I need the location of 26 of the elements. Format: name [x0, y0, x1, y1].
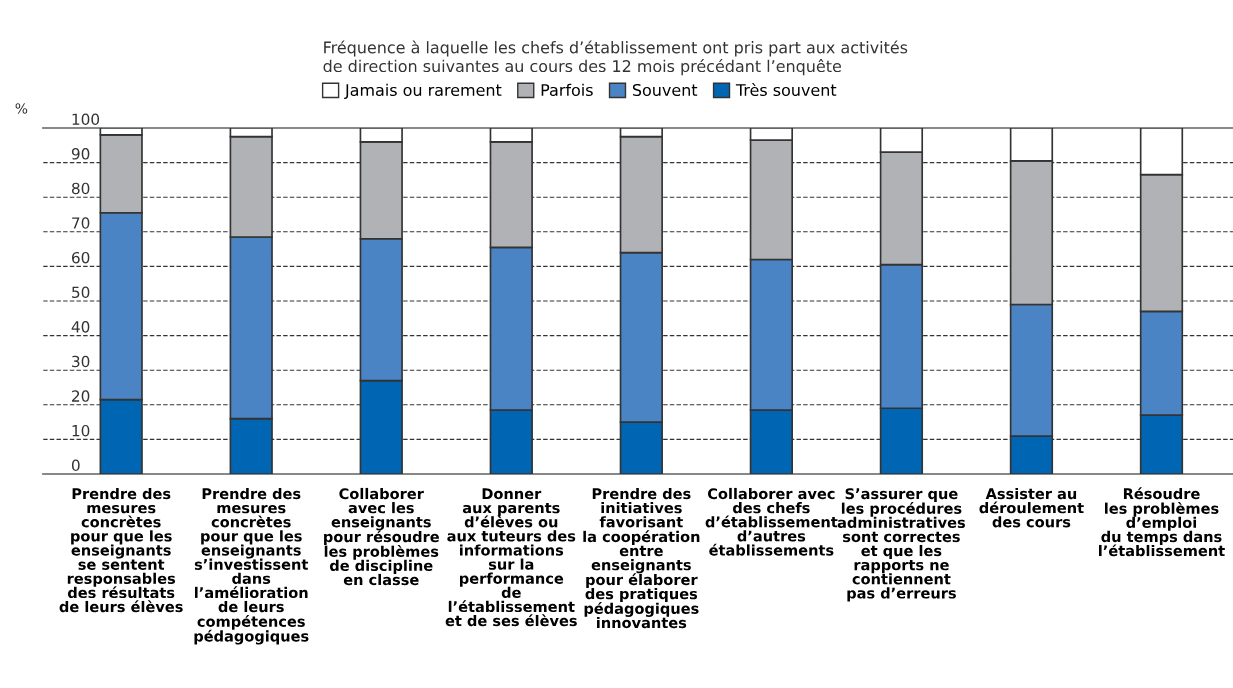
y-tick-label: 60 [72, 251, 90, 264]
category-label: Donner aux parents d’élèves ou aux tuteurs des informations sur la performance de l’établissement et de ses élèves [445, 488, 577, 627]
y-tick-label: 10 [72, 424, 90, 437]
y-tick-label: 40 [71, 321, 90, 333]
y-tick-label: 20 [72, 390, 90, 402]
y-tick-label: 90 [71, 148, 90, 160]
legend-label: Très souvent [735, 83, 837, 97]
legend-title: Fréquence à laquelle les chefs d’établissement ont pris part aux activités de direction suivantes au cours des 12 mois précédant l’enquête [323, 40, 908, 76]
category-label: Prendre des mesures concrètes pour que les enseignants s’investissent dans l’amélioration de leurs compétences pédagogiques [194, 487, 309, 645]
y-tick-label: 0 [71, 459, 80, 472]
legend-label: Souvent [632, 83, 698, 97]
y-axis-title: % [15, 103, 28, 114]
category-label: Prendre des initiatives favorisant la coopération entre enseignants pour élaborer des pratiques pédagogiques innovantes [583, 487, 700, 629]
y-tick-label: 100 [72, 113, 100, 126]
x-tick-label: Collaborer avec les enseignants pour résoudre les problèmes de discipline en classe [324, 487, 439, 586]
category-label: Prendre des mesures concrètes pour que les enseignants se sentent responsables des résultats de leurs élèves [59, 487, 183, 613]
x-tick-label: Collaborer avec des chefs d’établissement d’autres établissements [705, 487, 838, 556]
y-tick-label: 50 [72, 286, 90, 299]
x-tick-label: S’assurer que les procédures administratives sont correctes et que les rapports ne contiennent pas d’erreurs [837, 488, 966, 602]
x-tick-label: Résoudre les problèmes d’emploi du temps dans l’établissement [1099, 487, 1225, 557]
legend-label: Parfois [541, 83, 593, 97]
x-tick-label: Assister au déroulement des cours [979, 487, 1084, 528]
y-tick-label: 80 [71, 182, 90, 195]
y-tick-label: 70 [72, 217, 90, 229]
y-tick-label: 30 [72, 355, 90, 368]
legend-label: Jamais ou rarement [344, 83, 502, 100]
